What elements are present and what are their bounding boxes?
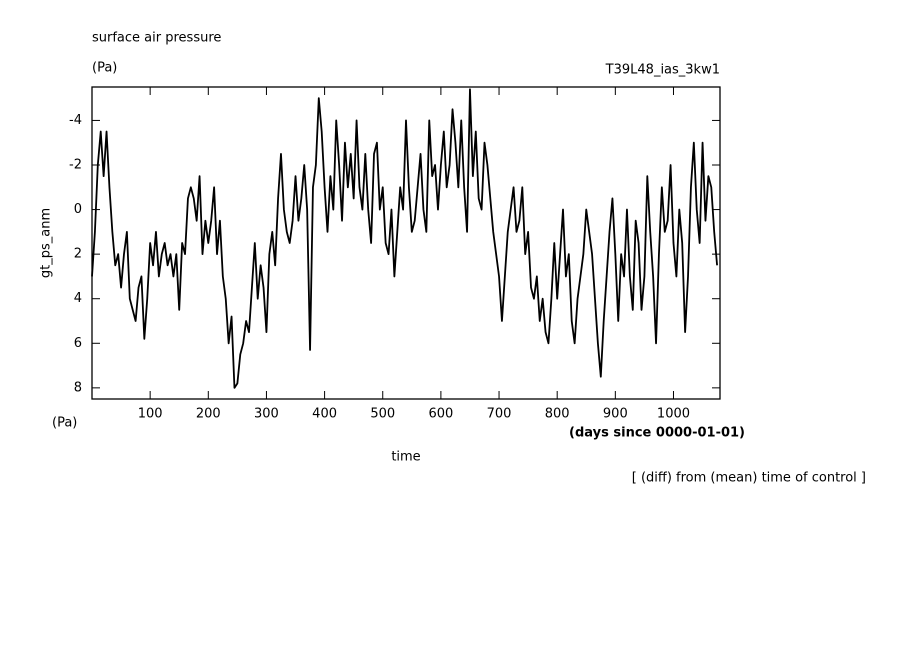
x-tick-label: 200 — [196, 407, 221, 422]
x-tick-label: 600 — [428, 407, 453, 422]
y-units: (Pa) — [52, 416, 77, 431]
y-tick-label: 0 — [74, 202, 82, 217]
x-tick-label: 900 — [603, 407, 628, 422]
x-tick-label: 400 — [312, 407, 337, 422]
x-tick-label: 700 — [487, 407, 512, 422]
x-axis-label: time — [391, 450, 420, 465]
data-line — [91, 88, 718, 389]
chart-title: surface air pressure — [92, 31, 221, 46]
x-tick-label: 300 — [254, 407, 279, 422]
y-tick-label: 8 — [74, 380, 82, 395]
note: [ (diff) from (mean) time of control ] — [632, 471, 866, 486]
y-tick-label: 2 — [74, 247, 82, 262]
run-label: T39L48_ias_3kw1 — [605, 63, 720, 78]
y-tick-label: 6 — [74, 336, 82, 351]
x-tick-label: 800 — [545, 407, 570, 422]
y-tick-label: -2 — [69, 158, 82, 173]
x-units: (days since 0000-01-01) — [569, 426, 745, 441]
y-axis-label: gt_ps_anm — [39, 208, 54, 278]
x-tick-label: 100 — [138, 407, 163, 422]
x-tick-label: 1000 — [657, 407, 690, 422]
plot-frame — [91, 86, 721, 400]
units: (Pa) — [92, 61, 117, 76]
y-tick-label: 4 — [74, 291, 82, 306]
x-tick-label: 500 — [370, 407, 395, 422]
y-tick-label: -4 — [69, 113, 82, 128]
